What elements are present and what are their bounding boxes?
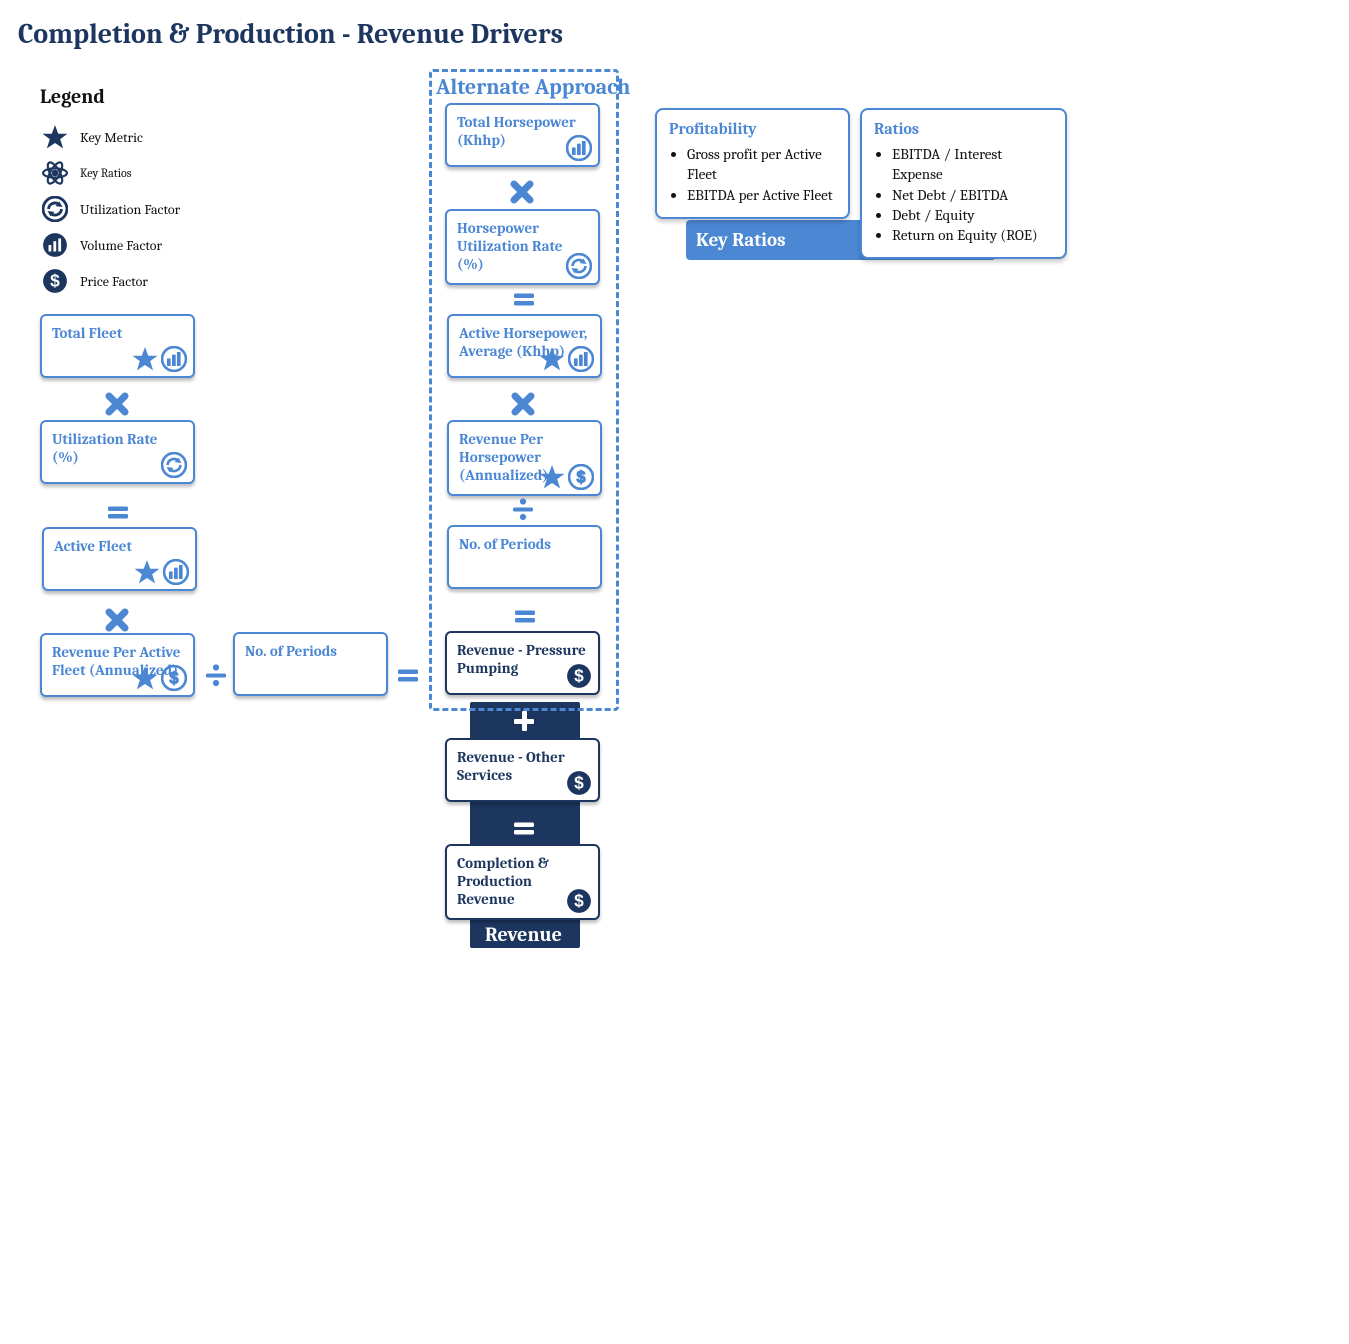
key-ratios-label: Key Ratios — [696, 229, 786, 251]
legend-key-ratios: Key Ratios — [40, 158, 240, 188]
node-utilization-rate: Utilization Rate (%) — [40, 420, 195, 484]
star-icon — [134, 559, 160, 585]
node-total-fleet: Total Fleet — [40, 314, 195, 378]
multiply-icon — [103, 606, 131, 634]
price-icon — [566, 770, 592, 796]
utilization-icon — [40, 194, 70, 224]
atom-icon — [40, 158, 70, 188]
node-label: Utilization Rate (%) — [52, 430, 157, 466]
node-label: Revenue - Other Services — [457, 748, 565, 784]
equals-icon — [104, 498, 132, 526]
panel-ratios: Ratios EBITDA / Interest Expense Net Deb… — [860, 108, 1067, 259]
price-icon — [566, 888, 592, 914]
node-label: Horsepower Utilization Rate (%) — [457, 219, 562, 273]
star-icon — [132, 665, 158, 691]
revenue-label: Revenue — [485, 923, 562, 946]
panel-title: Ratios — [874, 120, 1053, 138]
node-label: Active Fleet — [54, 537, 132, 555]
volume-icon — [161, 346, 187, 372]
node-label: No. of Periods — [245, 642, 337, 660]
legend-label: Volume Factor — [80, 237, 162, 254]
node-hp-utilization: Horsepower Utilization Rate (%) — [445, 209, 600, 285]
volume-icon — [568, 346, 594, 372]
legend-label: Key Ratios — [80, 166, 131, 180]
node-rev-per-hp: Revenue Per Horsepower (Annualized) — [447, 420, 602, 496]
list-item: Debt / Equity — [892, 205, 1053, 225]
legend-price: Price Factor — [40, 266, 240, 296]
panel-profitability: Profitability Gross profit per Active Fl… — [655, 108, 850, 219]
star-icon — [132, 346, 158, 372]
list-item: EBITDA per Active Fleet — [687, 185, 836, 205]
price-icon — [40, 266, 70, 296]
volume-icon — [163, 559, 189, 585]
star-icon — [539, 346, 565, 372]
legend-label: Price Factor — [80, 273, 148, 290]
equals-icon — [510, 285, 538, 313]
list-item: Gross profit per Active Fleet — [687, 144, 836, 185]
node-rev-pressure-pumping: Revenue - Pressure Pumping — [445, 631, 600, 695]
legend-title: Legend — [40, 85, 240, 108]
multiply-icon — [509, 390, 537, 418]
divide-icon — [202, 661, 230, 689]
equals-icon — [511, 602, 539, 630]
legend-volume: Volume Factor — [40, 230, 240, 260]
plus-icon — [510, 707, 538, 735]
price-icon — [568, 464, 594, 490]
legend-label: Key Metric — [80, 129, 143, 146]
equals-icon — [394, 661, 422, 689]
legend-utilization: Utilization Factor — [40, 194, 240, 224]
node-rev-other-services: Revenue - Other Services — [445, 738, 600, 802]
equals-icon — [510, 814, 538, 842]
page-title: Completion & Production - Revenue Driver… — [18, 18, 563, 50]
price-icon — [161, 665, 187, 691]
legend-key-metric: Key Metric — [40, 122, 240, 152]
multiply-icon — [508, 178, 536, 206]
utilization-icon — [161, 452, 187, 478]
node-no-of-periods-alt: No. of Periods — [447, 525, 602, 589]
legend-label: Utilization Factor — [80, 201, 180, 218]
price-icon — [566, 663, 592, 689]
node-label: Total Fleet — [52, 324, 122, 342]
legend: Legend Key Metric Key Ratios Utilization… — [40, 85, 240, 302]
node-active-fleet: Active Fleet — [42, 527, 197, 591]
utilization-icon — [566, 253, 592, 279]
node-total-horsepower: Total Horsepower (Khhp) — [445, 103, 600, 167]
node-label: Revenue Per Horsepower (Annualized) — [459, 430, 548, 484]
list-item: Return on Equity (ROE) — [892, 225, 1053, 245]
divide-icon — [509, 495, 537, 523]
volume-icon — [566, 135, 592, 161]
volume-icon — [40, 230, 70, 260]
star-icon — [539, 464, 565, 490]
node-rev-per-active-fleet: Revenue Per Active Fleet (Annualized) — [40, 633, 195, 697]
node-active-horsepower: Active Horsepower, Average (Khhp) — [447, 314, 602, 378]
node-label: Total Horsepower (Khhp) — [457, 113, 576, 149]
alternate-approach-title: Alternate Approach — [436, 74, 630, 100]
multiply-icon — [103, 390, 131, 418]
node-label: No. of Periods — [459, 535, 551, 553]
panel-title: Profitability — [669, 120, 836, 138]
node-label: Completion & Production Revenue — [457, 854, 549, 908]
node-no-of-periods-left: No. of Periods — [233, 632, 388, 696]
list-item: Net Debt / EBITDA — [892, 185, 1053, 205]
list-item: EBITDA / Interest Expense — [892, 144, 1053, 185]
node-cp-revenue: Completion & Production Revenue — [445, 844, 600, 920]
star-icon — [40, 122, 70, 152]
